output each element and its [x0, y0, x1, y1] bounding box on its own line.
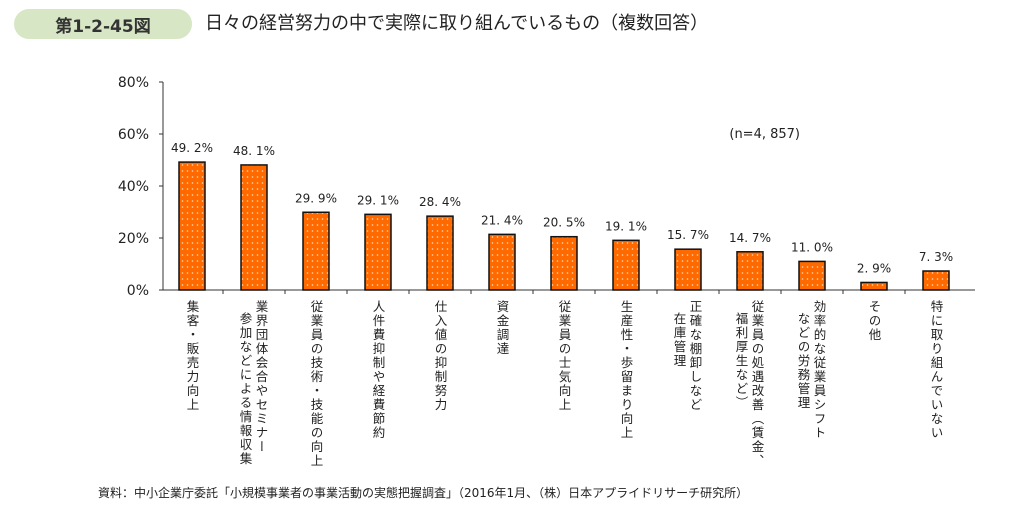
category-label: 資金調達	[495, 300, 510, 356]
bar	[240, 164, 268, 291]
data-label: 2. 9%	[857, 261, 891, 275]
bar	[798, 260, 826, 291]
y-tick-label: 20%	[118, 231, 149, 247]
y-tick-label: 80%	[118, 75, 149, 91]
bar	[612, 239, 640, 291]
category-label: 在庫管理	[672, 312, 687, 368]
y-tick-label: 0%	[127, 283, 149, 299]
category-label: 業界団体会合やセミナー	[254, 299, 269, 454]
source-note: 資料：中小企業庁委託「小規模事業者の事業活動の実態把握調査」（2016年1月、（…	[98, 486, 749, 500]
bar	[178, 161, 206, 291]
sample-size-annotation: (n=4, 857)	[729, 127, 800, 142]
data-label: 21. 4%	[481, 213, 523, 227]
bar	[364, 213, 392, 291]
category-label: 参加などによる情報収集	[238, 311, 253, 466]
bar	[550, 235, 578, 291]
y-tick-label: 40%	[118, 179, 149, 195]
category-label: 従業員の技術・技能の向上	[309, 300, 324, 468]
data-label: 7. 3%	[919, 250, 953, 264]
data-label: 19. 1%	[605, 219, 647, 233]
y-tick-label: 60%	[118, 127, 149, 143]
category-label: 正確な棚卸しなど	[688, 300, 703, 412]
data-label: 29. 9%	[295, 191, 337, 205]
category-label: 生産性・歩留まり向上	[619, 300, 634, 440]
bar	[922, 270, 950, 291]
category-label: 仕入値の抑制努力	[433, 300, 448, 412]
category-label: 効率的な従業員シフト	[812, 299, 827, 440]
bar-chart: 0% 20% 40% 60% 80% (n=4, 857) 49. 2% 集客・販売力向上 48…	[118, 75, 975, 468]
category-label: 従業員の処遇改善（賃金、	[750, 300, 765, 468]
category-label: などの労務管理	[796, 312, 811, 410]
figure-number-badge: 第1-2-45図	[14, 9, 192, 39]
data-label: 14. 7%	[729, 231, 771, 245]
category-label: その他	[867, 300, 882, 342]
data-label: 48. 1%	[233, 144, 275, 158]
category-label: 福利厚生など）	[734, 311, 749, 410]
category-label: 集客・販売力向上	[185, 299, 200, 412]
data-label: 15. 7%	[667, 228, 709, 242]
chart-title: 日々の経営努力の中で実際に取り組んでいるもの（複数回答）	[205, 13, 709, 34]
bar	[302, 211, 330, 291]
data-label: 28. 4%	[419, 195, 461, 209]
bar	[674, 248, 702, 291]
bar	[860, 281, 888, 291]
data-label: 20. 5%	[543, 216, 585, 230]
data-label: 49. 2%	[171, 141, 213, 155]
bar	[426, 215, 454, 291]
category-label: 特に取り組んでいない	[929, 299, 944, 440]
category-label: 人件費抑制や経費節約	[371, 300, 386, 440]
bar	[736, 251, 764, 291]
category-label: 従業員の士気向上	[557, 300, 572, 412]
data-label: 29. 1%	[357, 193, 399, 207]
data-label: 11. 0%	[791, 240, 833, 254]
bar	[488, 233, 516, 291]
